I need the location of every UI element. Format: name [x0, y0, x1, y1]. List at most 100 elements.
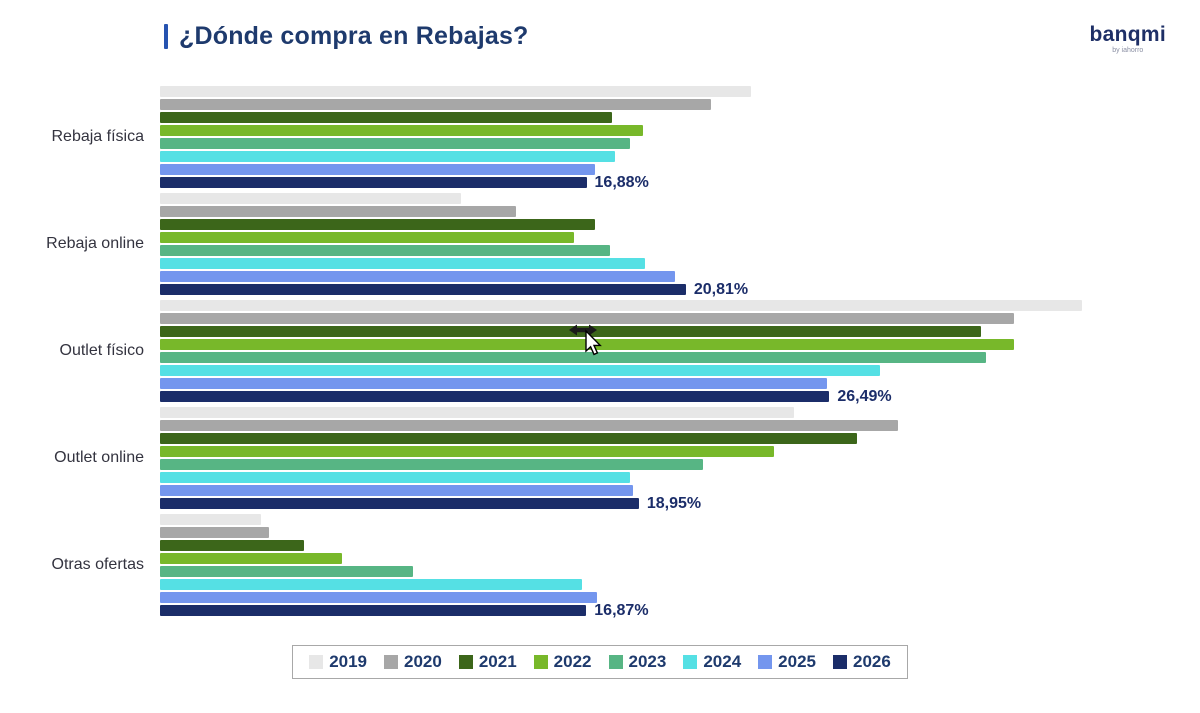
value-label-outlet-online: 18,95% [646, 494, 702, 512]
legend-box: 2019 2020 2021 2022 2023 2024 2025 2026 [292, 645, 908, 679]
horizontal-resize-icon [569, 324, 597, 336]
bar-line [160, 514, 1100, 525]
category-row-outlet-online: Outlet online 18,95% [0, 407, 1100, 512]
bar-2023-otras-ofertas [160, 566, 413, 577]
bar-2025-outlet-online [160, 485, 633, 496]
value-label-rebaja-online: 20,81% [693, 280, 749, 298]
bar-line [160, 300, 1100, 311]
bar-line [160, 592, 1100, 603]
bar-line [160, 407, 1100, 418]
bar-2021-outlet-fisico [160, 326, 982, 337]
bar-2024-rebaja-online [160, 258, 646, 269]
bar-line [160, 566, 1100, 577]
bar-2024-rebaja-fisica [160, 151, 615, 162]
bar-line [160, 339, 1100, 350]
bar-line [160, 164, 1100, 175]
bar-chart: Rebaja física 16,88% Rebaja online 20,81% Ou… [0, 86, 1100, 621]
bar-group-otras-ofertas: 16,87% [160, 514, 1100, 619]
legend-item-2024: 2024 [683, 652, 741, 672]
bar-2019-rebaja-fisica [160, 86, 752, 97]
bar-line [160, 99, 1100, 110]
bar-line [160, 193, 1100, 204]
legend-swatch-2026 [832, 655, 847, 669]
bar-group-outlet-online: 18,95% [160, 407, 1100, 512]
bar-2023-outlet-fisico [160, 352, 987, 363]
category-row-outlet-fisico: Outlet físico 26,49% [0, 300, 1100, 405]
bar-group-rebaja-fisica: 16,88% [160, 86, 1100, 191]
category-row-rebaja-fisica: Rebaja física 16,88% [0, 86, 1100, 191]
mouse-cursor-icon [569, 324, 602, 356]
legend-item-2022: 2022 [533, 652, 592, 672]
bar-line: 26,49% [160, 388, 1100, 405]
legend-label-2019: 2019 [329, 652, 368, 671]
bar-line [160, 206, 1100, 217]
legend-swatch-2024 [683, 655, 698, 669]
bar-line [160, 232, 1100, 243]
category-label-outlet-online: Outlet online [54, 449, 144, 466]
bar-line [160, 352, 1100, 363]
bar-line [160, 125, 1100, 136]
legend-item-2020: 2020 [384, 652, 442, 672]
bar-line [160, 86, 1100, 97]
bar-2024-outlet-online [160, 472, 630, 483]
bar-line [160, 313, 1100, 324]
legend-item-2025: 2025 [758, 652, 816, 672]
bar-line [160, 245, 1100, 256]
bar-2020-outlet-fisico [160, 313, 1015, 324]
bar-group-outlet-fisico: 26,49% [160, 300, 1100, 405]
bar-2026-otras-ofertas [160, 605, 587, 616]
bar-line [160, 472, 1100, 483]
legend-label-2022: 2022 [553, 652, 592, 671]
bar-2024-otras-ofertas [160, 579, 582, 590]
legend-swatch-2025 [758, 655, 773, 669]
bar-line [160, 378, 1100, 389]
bar-2022-outlet-online [160, 446, 775, 457]
bar-2021-outlet-online [160, 433, 858, 444]
arrow-pointer-icon [585, 329, 602, 356]
bar-2023-outlet-online [160, 459, 704, 470]
bar-2019-rebaja-online [160, 193, 461, 204]
bar-2023-rebaja-fisica [160, 138, 630, 149]
bar-line [160, 258, 1100, 269]
bar-line [160, 271, 1100, 282]
bar-2020-rebaja-fisica [160, 99, 711, 110]
bar-2025-rebaja-online [160, 271, 676, 282]
legend: 2019 2020 2021 2022 2023 2024 2025 2026 [0, 645, 1200, 679]
legend-item-2026: 2026 [832, 652, 891, 672]
legend-item-2023: 2023 [608, 652, 666, 672]
legend-swatch-2022 [533, 655, 548, 669]
bar-2023-rebaja-online [160, 245, 610, 256]
bar-line [160, 365, 1100, 376]
bar-group-rebaja-online: 20,81% [160, 193, 1100, 298]
brand-name: banqmi [1089, 23, 1166, 46]
legend-swatch-2019 [309, 655, 324, 669]
bar-2022-rebaja-online [160, 232, 575, 243]
bar-2022-otras-ofertas [160, 553, 342, 564]
bar-line: 16,88% [160, 174, 1100, 191]
brand-tagline: by iahorro [1112, 47, 1144, 54]
value-label-otras-ofertas: 16,87% [594, 601, 649, 619]
title-accent-bar [164, 24, 168, 49]
legend-label-2025: 2025 [778, 652, 816, 671]
bar-2026-outlet-fisico [160, 391, 830, 402]
category-row-rebaja-online: Rebaja online 20,81% [0, 193, 1100, 298]
bar-2026-rebaja-fisica [160, 177, 587, 188]
bar-2024-outlet-fisico [160, 365, 881, 376]
bar-2021-otras-ofertas [160, 540, 305, 551]
bar-line [160, 219, 1100, 230]
bar-line: 16,87% [160, 602, 1100, 619]
bar-line: 20,81% [160, 281, 1100, 298]
bar-line [160, 485, 1100, 496]
category-row-otras-ofertas: Otras ofertas 16,87% [0, 514, 1100, 619]
bar-2021-rebaja-online [160, 219, 595, 230]
bar-2022-rebaja-fisica [160, 125, 643, 136]
bar-2019-outlet-fisico [160, 300, 1083, 311]
bar-line [160, 326, 1100, 337]
category-label-outlet-fisico: Outlet físico [59, 342, 144, 359]
bar-2020-outlet-online [160, 420, 898, 431]
bar-line [160, 527, 1100, 538]
bar-2020-rebaja-online [160, 206, 517, 217]
brand-logo: banqmi by iahorro [1090, 24, 1166, 54]
bar-line [160, 553, 1100, 564]
page-title: ¿Dónde compra en Rebajas? [164, 22, 529, 51]
